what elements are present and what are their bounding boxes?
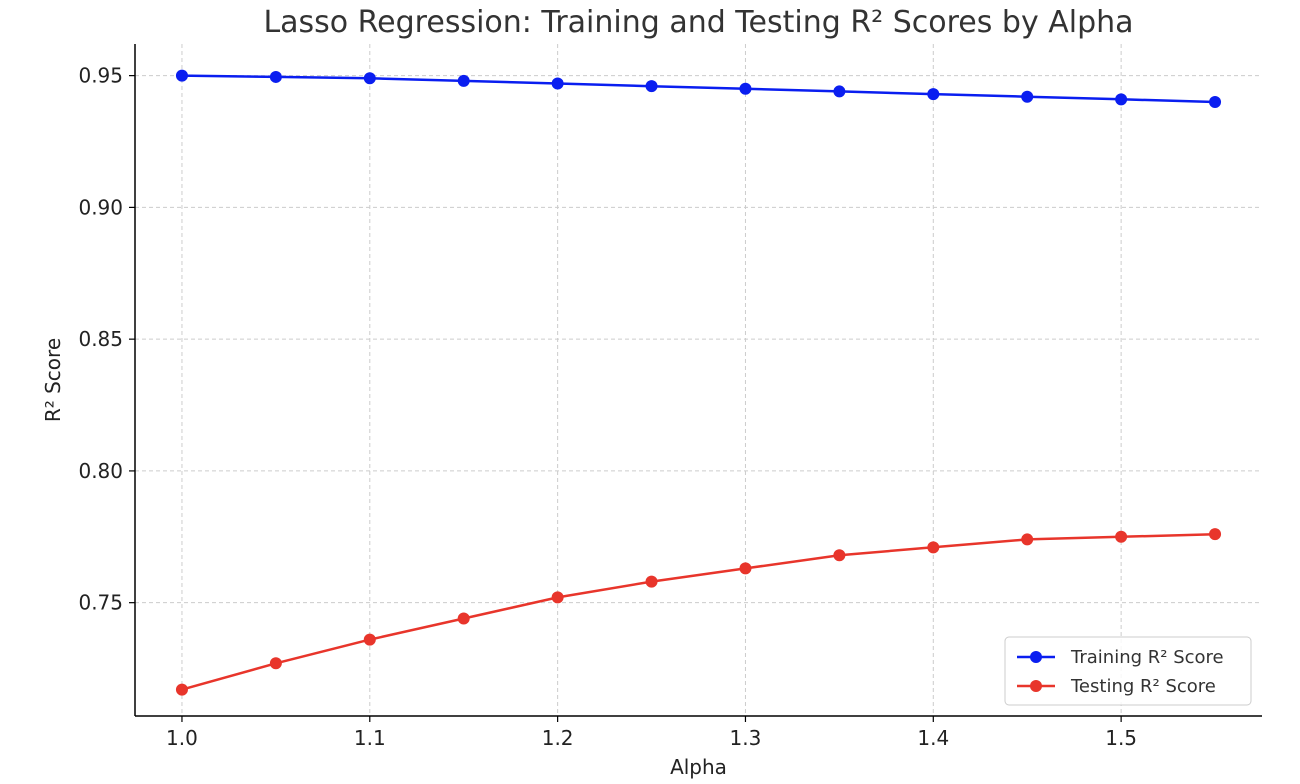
legend-label-1: Testing R² Score [1070, 676, 1216, 697]
series-line-1 [180, 532, 1217, 691]
x-tick-label: 1.4 [917, 726, 949, 750]
series-line-0 [180, 74, 1217, 104]
data-point-0-9 [1021, 90, 1034, 103]
tick-labels: 1.0 1.1 1.2 1.3 1.4 1.5 0.75 0.80 0.85 0.90 0.95 [78, 64, 1137, 750]
data-point-0-8 [927, 88, 940, 101]
data-point-0-11 [1209, 95, 1222, 108]
x-tick-label: 1.0 [166, 726, 198, 750]
series [175, 69, 1222, 696]
data-point-0-4 [551, 77, 564, 90]
x-tick-label: 1.2 [542, 726, 574, 750]
x-tick-label: 1.1 [354, 726, 386, 750]
y-tick-label: 0.80 [78, 459, 123, 483]
legend-label-0: Training R² Score [1070, 647, 1224, 668]
legend-items: Training R² Score Testing R² Score [1017, 647, 1224, 697]
data-point-1-7 [833, 549, 846, 562]
y-tick-label: 0.85 [78, 327, 123, 351]
data-point-0-0 [175, 69, 188, 82]
x-tick-label: 1.5 [1105, 726, 1137, 750]
data-point-1-6 [739, 562, 752, 575]
grid [135, 44, 1262, 716]
data-point-1-5 [645, 575, 658, 588]
data-point-1-8 [927, 541, 940, 554]
y-tick-label: 0.90 [78, 195, 123, 219]
data-point-0-10 [1115, 93, 1128, 106]
y-tick-label: 0.75 [78, 591, 123, 615]
data-point-1-10 [1115, 530, 1128, 543]
legend-marker-1 [1030, 680, 1042, 692]
y-axis-label: R² Score [41, 338, 65, 422]
data-point-0-5 [645, 80, 658, 93]
data-point-1-2 [363, 633, 376, 646]
data-point-1-9 [1021, 533, 1034, 546]
data-point-0-6 [739, 82, 752, 95]
data-point-1-3 [457, 612, 470, 625]
data-point-0-7 [833, 85, 846, 98]
data-point-0-1 [269, 70, 282, 83]
chart-title: Lasso Regression: Training and Testing R… [263, 5, 1133, 40]
data-point-1-1 [269, 657, 282, 670]
data-point-0-2 [363, 72, 376, 85]
data-point-1-4 [551, 591, 564, 604]
legend-box [1004, 636, 1252, 706]
x-tick-label: 1.3 [730, 726, 762, 750]
data-point-1-11 [1209, 528, 1222, 541]
y-tick-label: 0.95 [78, 64, 123, 88]
legend-marker-0 [1030, 651, 1042, 663]
data-point-0-3 [457, 74, 470, 87]
axes [134, 44, 1262, 717]
legend: Training R² Score Testing R² Score [1004, 636, 1252, 706]
data-point-1-0 [175, 683, 188, 696]
x-axis-label: Alpha [670, 755, 727, 779]
